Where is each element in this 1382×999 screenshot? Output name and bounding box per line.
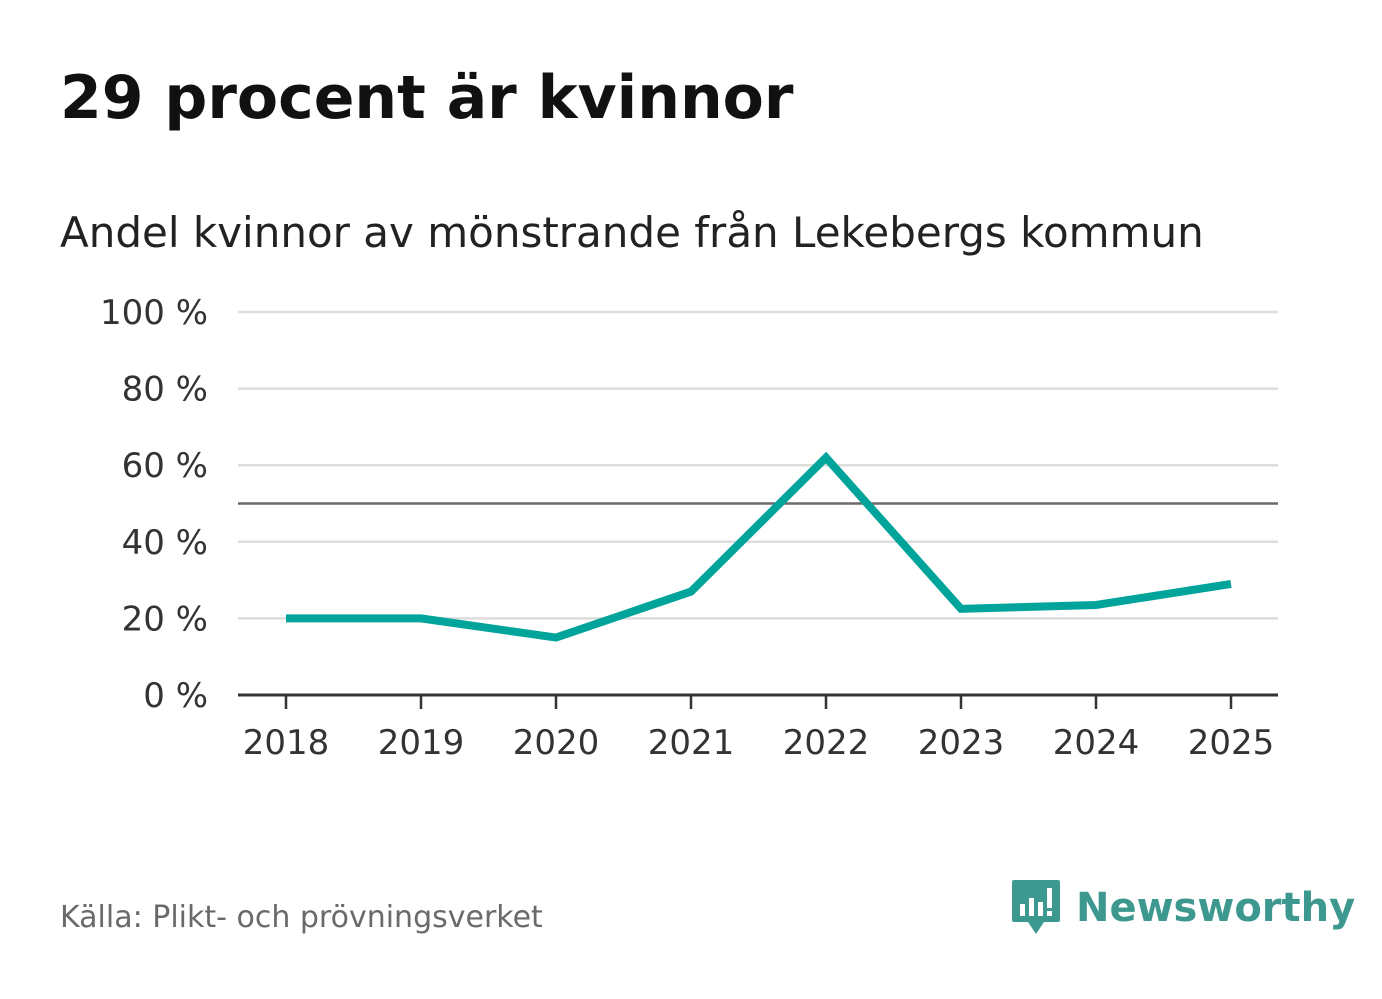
x-tick-label-2025: 2025 [1188, 723, 1275, 763]
y-tick-label-60: 60 % [122, 446, 208, 486]
y-tick-labels: 0 % 20 % 40 % 60 % 80 % 100 % [100, 293, 208, 716]
newsworthy-logo-icon [1012, 880, 1060, 934]
chart-subtitle: Andel kvinnor av mönstrande från Lekeber… [60, 208, 1204, 257]
x-tick-label-2022: 2022 [783, 723, 870, 763]
x-tick-label-2019: 2019 [378, 723, 465, 763]
series-group [286, 451, 1232, 642]
brand-logo: Newsworthy [1010, 878, 1355, 938]
gridlines [238, 310, 1278, 620]
y-tick-label-40: 40 % [122, 523, 208, 563]
x-tick-label-2023: 2023 [918, 723, 1005, 763]
brand-name: Newsworthy [1076, 885, 1356, 931]
x-tick-label-2018: 2018 [243, 723, 330, 763]
x-tick-labels: 2018 2019 2020 2021 2022 2023 2024 2025 [243, 723, 1275, 763]
x-axis [238, 693, 1278, 709]
x-tick-label-2024: 2024 [1053, 723, 1140, 763]
line-chart: 0 % 20 % 40 % 60 % 80 % 100 % 2018 2019 2020 202… [100, 293, 1278, 763]
series-line-0 [286, 451, 1232, 642]
chart-title: 29 procent är kvinnor [60, 63, 794, 133]
y-tick-label-0: 0 % [143, 676, 208, 716]
x-tick-label-2020: 2020 [513, 723, 600, 763]
x-tick-label-2021: 2021 [648, 723, 735, 763]
y-tick-label-100: 100 % [100, 293, 208, 333]
y-tick-label-20: 20 % [122, 599, 208, 639]
source-note: Källa: Plikt- och prövningsverket [60, 900, 543, 935]
y-tick-label-80: 80 % [122, 370, 208, 410]
